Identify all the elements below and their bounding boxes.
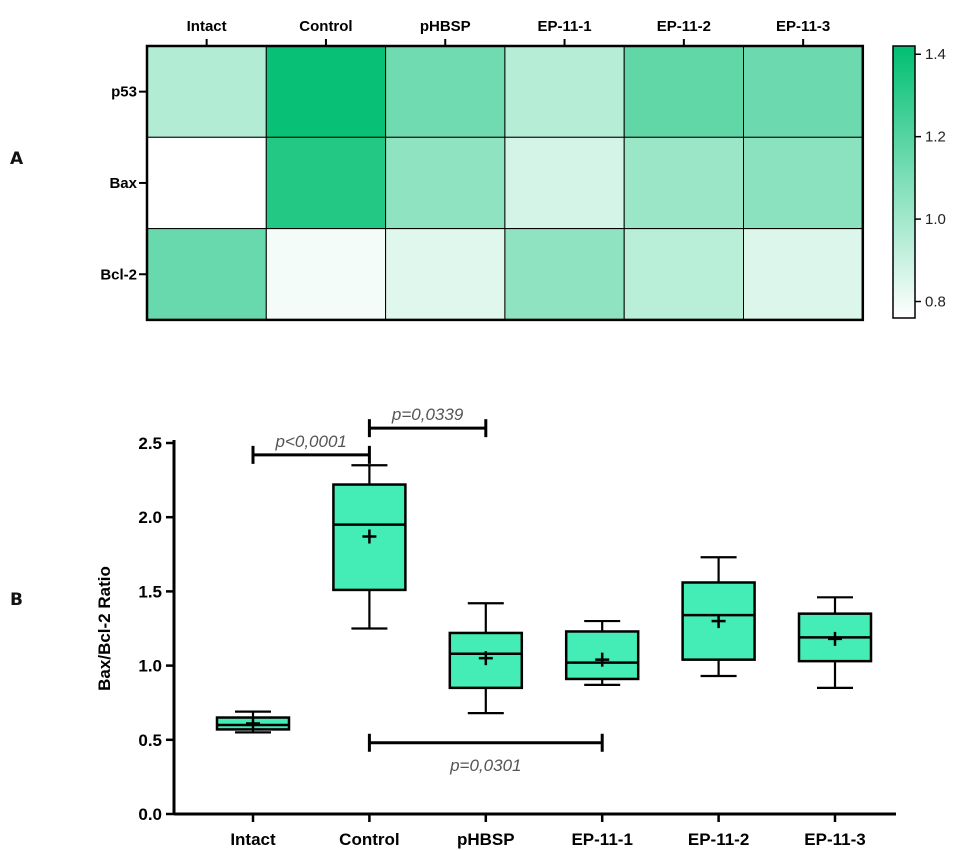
box — [332, 483, 407, 592]
heatmap-cell — [265, 228, 387, 321]
colorbar-tick-label: 1.0 — [925, 211, 946, 228]
y-tick-label: 0.5 — [138, 731, 162, 750]
heatmap-row-label: Bcl-2 — [100, 266, 137, 283]
heatmap-cell — [385, 136, 506, 230]
heatmap-cell — [146, 45, 267, 138]
heatmap-column-label: EP-11-3 — [776, 18, 830, 35]
heatmap-cell — [743, 228, 864, 321]
y-axis-label: Bax/Bcl-2 Ratio — [95, 566, 114, 691]
heatmap-cell — [146, 228, 267, 321]
heatmap-cell — [265, 45, 387, 138]
heatmap-cell — [743, 136, 864, 230]
heatmap-cell — [623, 136, 745, 230]
colorbar: 0.8 1.0 1.2 1.4 — [892, 45, 946, 319]
box-group — [215, 710, 291, 734]
significance-label: p=0,0339 — [391, 405, 464, 424]
y-tick-label: 1.0 — [138, 657, 162, 676]
heatmap-column-label: Control — [299, 18, 352, 35]
heatmap-panel: Intact Control pHBSP EP-11-1 EP-11-2 EP-11-3 … — [100, 18, 865, 322]
heatmap-frame — [145, 44, 865, 322]
y-tick-label: 0.0 — [138, 805, 162, 824]
heatmap-row-label: p53 — [111, 84, 137, 101]
heatmap-cell — [743, 45, 864, 138]
heatmap-cell — [504, 136, 625, 230]
colorbar-tick-label: 1.4 — [925, 46, 946, 63]
panel-label-b: B — [10, 590, 23, 610]
colorbar-tick-label: 1.2 — [925, 129, 946, 146]
heatmap-cell — [385, 45, 506, 138]
y-tick-label: 1.5 — [138, 582, 162, 601]
significance-label: p=0,0301 — [449, 756, 521, 775]
y-tick-label: 2.0 — [138, 508, 162, 527]
heatmap-cell — [504, 45, 625, 138]
box-group — [797, 596, 873, 689]
colorbar-gradient — [892, 45, 916, 319]
x-tick-label: Intact — [230, 830, 276, 849]
boxplot-panel: 0.0 0.5 1.0 1.5 2.0 2.5 Intact Control pHBSP EP-… — [95, 405, 896, 849]
heatmap-cell — [146, 136, 267, 230]
heatmap-column-label: pHBSP — [420, 18, 471, 35]
significance-label: p<0,0001 — [275, 432, 347, 451]
x-tick-label: EP-11-1 — [571, 830, 632, 849]
colorbar-tick-label: 0.8 — [925, 294, 946, 311]
heatmap-cell — [385, 228, 506, 321]
significance-bracket: p<0,0001 — [251, 432, 371, 464]
significance-bracket: p=0,0301 — [367, 733, 604, 775]
x-tick-label: pHBSP — [457, 830, 515, 849]
significance-bracket: p=0,0339 — [367, 405, 488, 438]
heatmap-cell — [623, 45, 745, 138]
heatmap-column-label: EP-11-2 — [657, 18, 711, 35]
heatmap-row-label: Bax — [109, 175, 137, 192]
heatmap-column-label: EP-11-1 — [537, 18, 591, 35]
y-tick-label: 2.5 — [138, 434, 162, 453]
box-group — [564, 619, 640, 686]
box-group — [332, 464, 407, 630]
heatmap-cell — [265, 136, 387, 230]
box-group — [448, 602, 524, 715]
x-tick-label: Control — [339, 830, 399, 849]
panel-label-a: A — [10, 149, 24, 169]
x-tick-label: EP-11-3 — [804, 830, 865, 849]
x-tick-label: EP-11-2 — [688, 830, 749, 849]
heatmap-cell — [504, 228, 625, 321]
heatmap-column-label: Intact — [187, 18, 227, 35]
box-group — [681, 556, 756, 678]
heatmap-cell — [623, 228, 745, 321]
